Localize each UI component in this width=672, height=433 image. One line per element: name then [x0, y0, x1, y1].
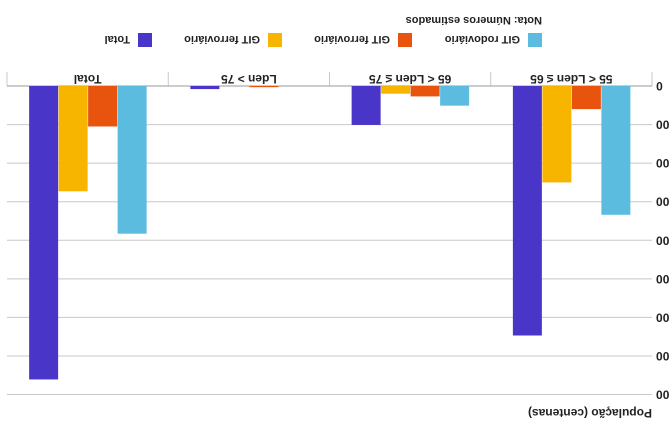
legend-label: Total	[105, 33, 130, 45]
legend: GIT rodoviário GIT ferroviário GIT ferrovi…	[105, 33, 542, 47]
legend-label: GIT ferroviário	[184, 33, 260, 45]
bar	[249, 86, 279, 88]
bar	[571, 86, 601, 110]
y-tick-label: 00	[656, 156, 670, 170]
chart-note: Nota: Números estimados	[406, 14, 542, 26]
bar	[190, 86, 220, 90]
legend-swatch	[138, 33, 152, 47]
category-label: 65 < Lden ≤ 75	[369, 72, 452, 86]
bar	[29, 86, 59, 380]
y-tick-label: 00	[656, 349, 670, 363]
bar	[117, 86, 147, 234]
category-label: Total	[74, 72, 102, 86]
bar	[88, 86, 118, 127]
bar	[381, 86, 411, 94]
bars	[29, 86, 631, 380]
y-tick-label: 00	[656, 233, 670, 247]
bar	[512, 86, 542, 336]
bar	[601, 86, 631, 215]
y-tick-label: 0	[656, 79, 663, 93]
y-tick-label: 00	[656, 195, 670, 209]
bar	[440, 86, 470, 106]
legend-swatch	[528, 33, 542, 47]
category-labels: 55 < Lden ≤ 65 65 < Lden ≤ 75 Lden > 75 Tot…	[74, 72, 613, 86]
y-tick-label: 00	[656, 118, 670, 132]
legend-swatch	[268, 33, 282, 47]
y-axis-title: População (centenas)	[528, 406, 652, 420]
y-tick-label: 00	[656, 310, 670, 324]
bar	[410, 86, 440, 97]
bar	[542, 86, 572, 183]
bar	[58, 86, 88, 192]
category-label: 55 < Lden ≤ 65	[530, 72, 613, 86]
legend-label: GIT rodoviário	[445, 33, 520, 45]
y-tick-label: 00	[656, 388, 670, 402]
legend-swatch	[398, 33, 412, 47]
legend-label: GIT ferroviário	[314, 33, 390, 45]
y-tick-label: 00	[656, 272, 670, 286]
bar	[351, 86, 381, 125]
category-label: Lden > 75	[221, 72, 277, 86]
